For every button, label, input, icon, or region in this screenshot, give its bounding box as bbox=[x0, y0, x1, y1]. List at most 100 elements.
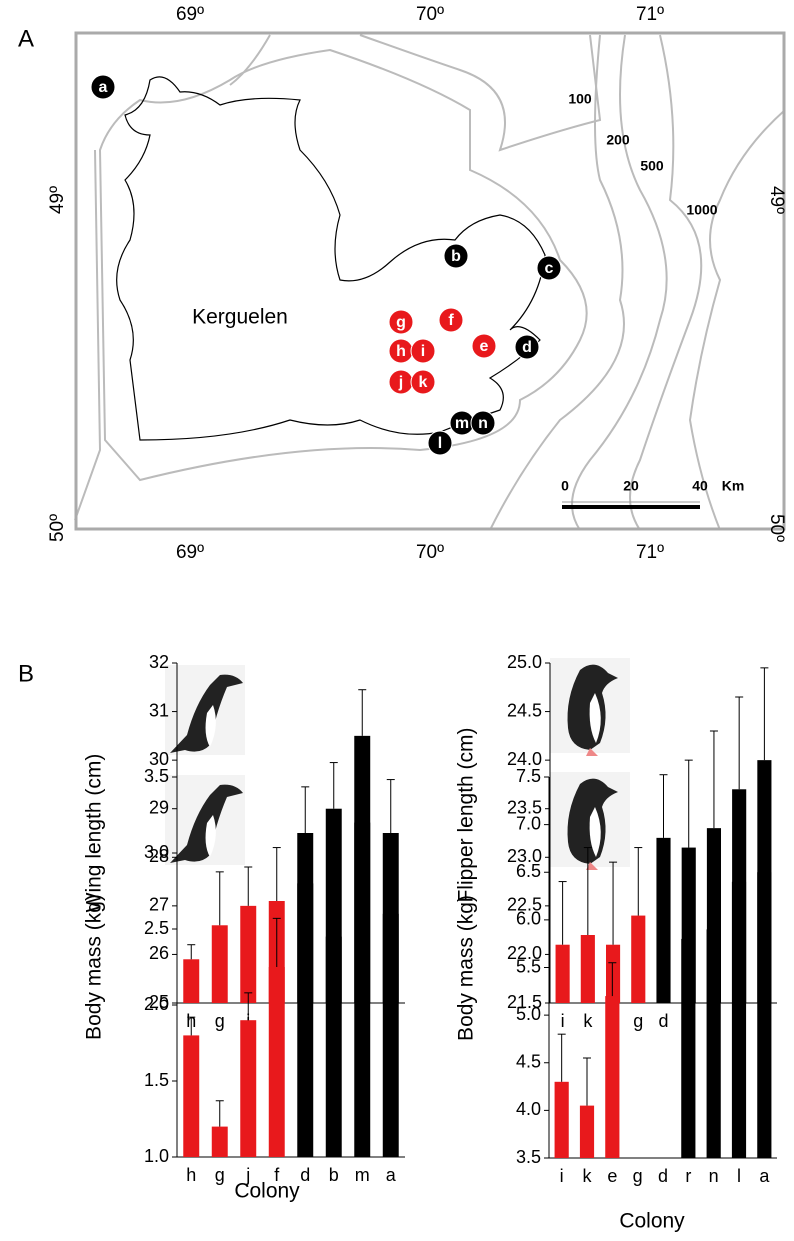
colony-label: k bbox=[419, 374, 428, 391]
y-tick-label: 4.0 bbox=[516, 1099, 541, 1119]
colony-label: h bbox=[396, 343, 406, 360]
y-axis-label: Flipper length (cm) bbox=[455, 727, 478, 902]
colony-label: f bbox=[448, 312, 454, 329]
bar bbox=[354, 822, 371, 1157]
lon-label: 69º bbox=[176, 4, 204, 25]
colony-marker bbox=[427, 430, 453, 456]
y-tick-label: 7.5 bbox=[516, 766, 541, 786]
x-tick-label: i bbox=[560, 1166, 564, 1186]
y-tick-label: 6.0 bbox=[516, 909, 541, 929]
colony-marker bbox=[443, 243, 469, 269]
x-tick-label: j bbox=[245, 1165, 250, 1185]
x-tick-label: k bbox=[583, 1011, 593, 1031]
x-tick-label: b bbox=[329, 1165, 339, 1185]
coastline bbox=[116, 76, 546, 441]
colony-marker bbox=[536, 255, 562, 281]
penguin-illustration bbox=[165, 658, 630, 870]
bar bbox=[656, 837, 671, 1003]
bar bbox=[268, 967, 285, 1157]
x-tick-label: i bbox=[561, 1011, 565, 1031]
x-tick-label: l bbox=[737, 1166, 741, 1186]
contour bbox=[688, 109, 786, 531]
colony-label: g bbox=[396, 314, 406, 331]
y-tick-label: 2.0 bbox=[144, 994, 169, 1014]
x-tick-label: d bbox=[658, 1011, 668, 1031]
y-tick-label: 1.5 bbox=[144, 1070, 169, 1090]
colony-label: d bbox=[522, 339, 532, 356]
colony-label: c bbox=[545, 260, 554, 277]
scale-label: 40 bbox=[692, 478, 708, 494]
x-tick-label: g bbox=[215, 1011, 225, 1031]
lon-label: 71º bbox=[636, 542, 664, 563]
y-tick-label: 7.0 bbox=[516, 813, 541, 833]
bar bbox=[183, 959, 200, 1003]
lat-label: 50º bbox=[47, 514, 68, 542]
scale-label: 20 bbox=[623, 478, 639, 494]
map-frame bbox=[74, 31, 786, 531]
bar bbox=[681, 938, 696, 1158]
colony-marker bbox=[388, 309, 414, 335]
bar bbox=[580, 935, 595, 1003]
y-tick-label: 28 bbox=[149, 846, 169, 866]
y-tick-label: 3.0 bbox=[144, 842, 169, 862]
colony-marker bbox=[471, 333, 497, 359]
bar bbox=[183, 1035, 200, 1157]
bar bbox=[631, 915, 646, 1003]
lon-label: 69º bbox=[176, 542, 204, 563]
y-tick-label: 23.5 bbox=[507, 797, 542, 817]
x-tick-label: g bbox=[215, 1165, 225, 1185]
y-tick-label: 3.5 bbox=[144, 766, 169, 786]
bar bbox=[605, 944, 621, 1003]
x-tick-label: g bbox=[633, 1166, 643, 1186]
y-tick-label: 22.0 bbox=[507, 943, 542, 963]
bar bbox=[555, 944, 570, 1003]
x-tick-label: h bbox=[186, 1165, 196, 1185]
colony-marker bbox=[410, 369, 436, 395]
y-tick-label: 1.0 bbox=[144, 1146, 169, 1166]
y-tick-label: 29 bbox=[149, 797, 169, 817]
x-tick-label: r bbox=[685, 1166, 691, 1186]
y-tick-label: 24.0 bbox=[507, 749, 542, 769]
colony-label: n bbox=[478, 415, 488, 432]
colony-label: i bbox=[421, 343, 425, 360]
x-tick-label: g bbox=[633, 1011, 643, 1031]
scale-label: 0 bbox=[561, 478, 569, 494]
map bbox=[74, 31, 786, 531]
y-tick-label: 26 bbox=[149, 943, 169, 963]
x-tick-label: a bbox=[759, 1166, 770, 1186]
x-tick-label: d bbox=[658, 1166, 668, 1186]
colony-label: a bbox=[99, 79, 108, 96]
contour bbox=[629, 34, 703, 531]
bar bbox=[211, 1126, 228, 1157]
y-axis-label: Wing length (cm) bbox=[83, 754, 106, 913]
x-tick-label: d bbox=[300, 1165, 310, 1185]
bar bbox=[579, 1105, 595, 1158]
lon-label: 70º bbox=[416, 542, 444, 563]
y-tick-label: 32 bbox=[149, 652, 169, 672]
y-tick-label: 5.0 bbox=[516, 1004, 541, 1024]
y-tick-label: 25.0 bbox=[507, 652, 542, 672]
lon-label: 71º bbox=[636, 4, 664, 25]
colony-label: j bbox=[398, 374, 403, 391]
y-tick-label: 24.5 bbox=[507, 700, 542, 720]
y-tick-label: 22.5 bbox=[507, 895, 542, 915]
y-axis-label: Body mass (kg) bbox=[455, 895, 478, 1041]
x-tick-label: e bbox=[607, 1166, 617, 1186]
bar bbox=[240, 905, 257, 1003]
x-axis-label: Colony bbox=[234, 1180, 300, 1203]
colony-marker bbox=[514, 334, 540, 360]
colony-label: e bbox=[480, 338, 489, 355]
contour bbox=[74, 34, 602, 521]
scale-label: Km bbox=[722, 478, 745, 494]
bar bbox=[706, 929, 721, 1158]
y-tick-label: 30 bbox=[149, 749, 169, 769]
bar bbox=[297, 883, 314, 1157]
colony-marker bbox=[90, 74, 116, 100]
y-tick-label: 21.5 bbox=[507, 992, 542, 1012]
depth-label: 100 bbox=[568, 91, 592, 107]
colony-label: m bbox=[455, 415, 469, 432]
lat-label: 49º bbox=[47, 186, 68, 214]
colony-marker bbox=[410, 338, 436, 364]
panel-label: A bbox=[18, 25, 34, 52]
bar bbox=[382, 913, 399, 1157]
